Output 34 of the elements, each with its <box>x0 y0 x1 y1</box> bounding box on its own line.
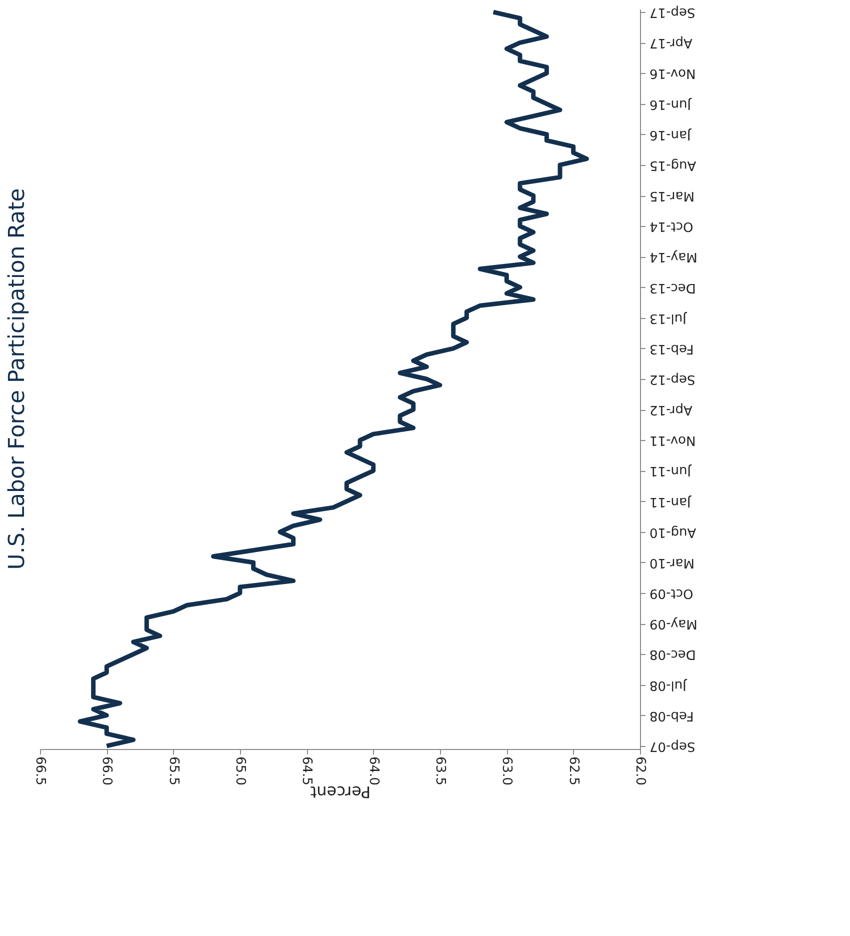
y-tick-label: Aug-10 <box>650 524 696 540</box>
x-tick-label: 62.0 <box>632 756 648 786</box>
y-tick-label: Apr-17 <box>650 35 692 50</box>
x-tick-label: 65.0 <box>232 756 248 786</box>
y-tick-label: Nov-16 <box>650 66 696 81</box>
y-tick-label: Apr-12 <box>650 402 692 418</box>
y-tick-label: Sep-17 <box>650 4 696 20</box>
y-tick-label: Sep-07 <box>650 738 696 754</box>
y-tick-label: Jun-11 <box>650 463 692 478</box>
y-tick-label: Jan-16 <box>650 126 692 142</box>
x-tick-label: 66.5 <box>32 756 48 786</box>
y-tick-label: May-09 <box>650 616 698 632</box>
x-tick-label: 62.5 <box>566 756 581 786</box>
y-tick-label: Aug-15 <box>650 157 696 172</box>
y-tick-label: Nov-11 <box>650 432 696 448</box>
x-tick-label: 63.0 <box>499 756 514 786</box>
y-tick-label: Mar-15 <box>650 188 694 204</box>
y-tick-label: Feb-13 <box>650 340 694 356</box>
text: U.S. Labor Force Participation Rate <box>5 188 30 570</box>
y-tick-label: Jan-11 <box>650 494 692 509</box>
y-tick-label: Dec-08 <box>650 646 696 662</box>
x-tick-label: 65.5 <box>166 756 181 786</box>
y-tick-label: Jun-16 <box>650 96 692 112</box>
y-tick-label: May-14 <box>650 249 698 264</box>
y-tick-label: Mar-10 <box>650 554 694 570</box>
y-tick-label: Oct-14 <box>650 218 694 234</box>
y-tick-label: Oct-09 <box>650 586 694 601</box>
y-tick-label: Dec-13 <box>650 280 696 295</box>
y-tick-label: Feb-08 <box>650 708 694 723</box>
x-tick-label: 66.0 <box>99 756 114 786</box>
y-tick-label: Jul-13 <box>650 310 688 326</box>
y-tick-label: Sep-12 <box>650 372 696 386</box>
x-tick-label: 63.5 <box>432 756 448 786</box>
y-tick-label: Jul-08 <box>650 677 688 692</box>
